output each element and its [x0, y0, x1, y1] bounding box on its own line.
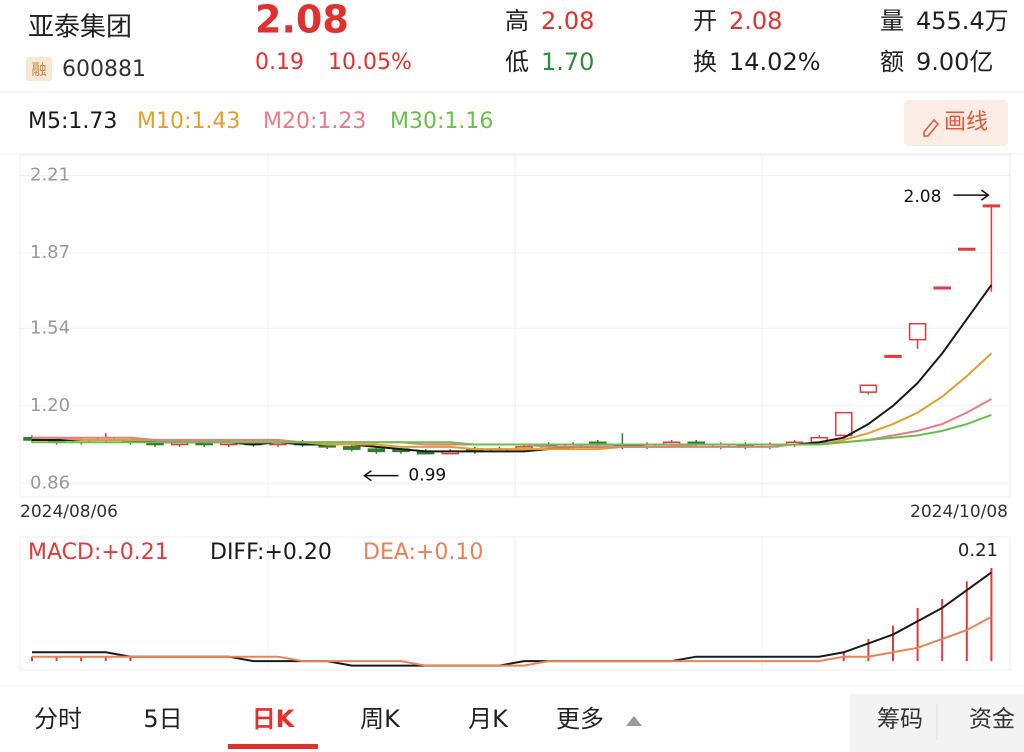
stat-value: 1.70 [541, 48, 594, 76]
stat-label: 低 [505, 48, 529, 76]
stock-name: 亚泰集团 [28, 13, 132, 43]
side-tab[interactable]: 资金 [969, 707, 1015, 733]
stat-value: 455.4万 [916, 7, 1009, 35]
macd-bar [867, 638, 870, 662]
legend-entry: DIFF:+0.20 [210, 540, 332, 565]
stat-value: 2.08 [541, 7, 594, 35]
y-tick-label: 2.21 [30, 165, 70, 186]
stat-label: 高 [505, 7, 529, 35]
stat-value: 2.08 [729, 7, 782, 35]
stat-label: 开 [693, 7, 717, 35]
candle-body [933, 286, 951, 290]
y-tick-label: 1.54 [30, 317, 70, 338]
macd-bar [916, 607, 919, 662]
vgrid [267, 155, 763, 668]
arrow-head [363, 470, 372, 482]
macd-bar [55, 656, 58, 662]
candle-body [859, 384, 878, 393]
stat-value: 14.02% [729, 48, 821, 76]
legend-entry: MACD:+0.21 [28, 540, 169, 565]
min-label: 0.99 [408, 466, 446, 486]
tab[interactable]: 月K [468, 705, 509, 733]
badge-bg [26, 57, 52, 81]
draw-button-label[interactable]: 画线 [944, 110, 988, 135]
arrow-head [980, 189, 990, 201]
change-pct: 10.05% [328, 50, 412, 75]
stat-value: 9.00亿 [916, 48, 993, 76]
legend-entry: DEA:+0.10 [363, 540, 483, 565]
pencil-icon [923, 118, 940, 137]
macd-bar [129, 656, 132, 662]
y-tick-label: 1.87 [30, 242, 70, 263]
legend-entry: M20:1.23 [263, 109, 366, 134]
more-arrow [626, 716, 642, 726]
price: 2.08 [255, 0, 349, 42]
ma-line [32, 352, 993, 451]
macd-bar [965, 581, 968, 662]
stat-label: 量 [880, 7, 904, 35]
macd-line [32, 571, 992, 667]
active-underline [228, 744, 318, 749]
macd-bar [31, 656, 33, 662]
macd-frame [19, 536, 1011, 671]
candle-body [367, 448, 386, 453]
stat-label: 额 [880, 48, 904, 76]
badge: 融 [31, 61, 46, 79]
date-label: 2024/10/08 [910, 502, 1008, 522]
legend-entry: M30:1.16 [390, 109, 493, 134]
tab[interactable]: 5日 [143, 705, 182, 733]
macd-bar [892, 625, 894, 662]
y-tick-label: 1.20 [30, 395, 70, 416]
tab[interactable]: 更多 [556, 705, 604, 733]
candle-body [835, 411, 853, 437]
legend-entry: M5:1.73 [28, 109, 117, 134]
plot-frame [19, 154, 1011, 498]
tab[interactable]: 分时 [34, 705, 82, 733]
candle-body [343, 446, 361, 450]
legend-entry: M10:1.43 [137, 109, 240, 134]
tab[interactable]: 日K [252, 705, 296, 733]
stock-code: 600881 [62, 57, 146, 82]
candle-body [982, 204, 1001, 208]
macd-bar [104, 656, 107, 662]
stat-label: 换 [693, 48, 717, 76]
max-label: 0.21 [958, 540, 998, 561]
macd-line [32, 615, 992, 667]
candle-body [958, 247, 976, 251]
macd-bar [80, 656, 83, 662]
ma-line [32, 413, 992, 446]
max-label: 2.08 [904, 187, 942, 207]
macd-bar [990, 568, 993, 662]
side-tab[interactable]: 筹码 [877, 707, 923, 733]
change: 0.19 [255, 50, 304, 75]
macd-bar [941, 599, 944, 662]
tab[interactable]: 周K [360, 705, 401, 733]
date-label: 2024/08/06 [20, 502, 118, 522]
candle-body [908, 322, 927, 341]
candle-body [884, 354, 902, 358]
y-tick-label: 0.86 [30, 472, 70, 493]
